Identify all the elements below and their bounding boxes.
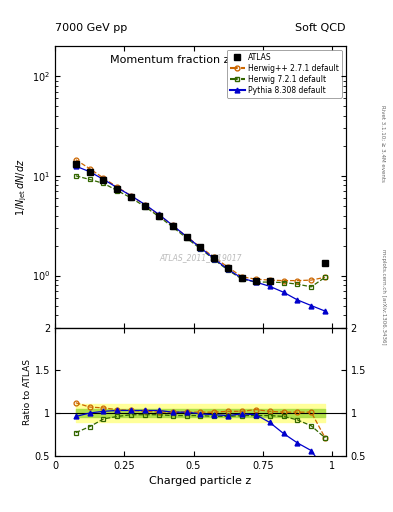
X-axis label: Charged particle z: Charged particle z (149, 476, 252, 486)
Text: 7000 GeV pp: 7000 GeV pp (55, 23, 127, 33)
Text: ATLAS_2011_I919017: ATLAS_2011_I919017 (159, 253, 242, 262)
Text: mcplots.cern.ch [arXiv:1306.3436]: mcplots.cern.ch [arXiv:1306.3436] (381, 249, 386, 345)
Y-axis label: Ratio to ATLAS: Ratio to ATLAS (23, 359, 32, 424)
Y-axis label: $1/N_\mathrm{jet}\,dN/dz$: $1/N_\mathrm{jet}\,dN/dz$ (15, 158, 29, 216)
Text: Rivet 3.1.10; ≥ 3.4M events: Rivet 3.1.10; ≥ 3.4M events (381, 105, 386, 182)
Text: Momentum fraction z(track jets): Momentum fraction z(track jets) (110, 55, 290, 65)
Legend: ATLAS, Herwig++ 2.7.1 default, Herwig 7.2.1 default, Pythia 8.308 default: ATLAS, Herwig++ 2.7.1 default, Herwig 7.… (227, 50, 342, 98)
Text: Soft QCD: Soft QCD (296, 23, 346, 33)
